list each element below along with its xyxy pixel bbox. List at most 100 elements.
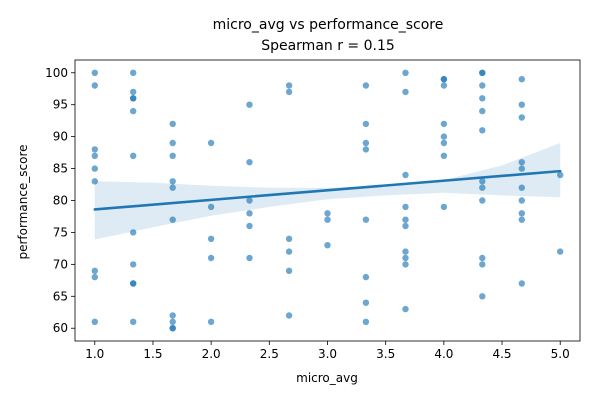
data-point <box>130 107 137 115</box>
data-point <box>402 69 409 77</box>
data-point <box>130 88 137 96</box>
data-point <box>91 318 99 325</box>
data-point <box>91 267 99 274</box>
data-point <box>91 152 99 159</box>
data-point <box>91 165 99 172</box>
data-point <box>402 254 409 262</box>
data-point <box>130 261 137 268</box>
data-point <box>479 178 486 185</box>
data-point <box>169 120 176 128</box>
data-point <box>479 127 486 134</box>
y-tick-label: 85 <box>53 162 68 176</box>
data-point <box>285 248 293 255</box>
data-point <box>285 267 293 274</box>
data-point <box>402 222 409 230</box>
data-point <box>479 95 486 102</box>
data-point <box>207 203 215 211</box>
data-point <box>518 76 525 83</box>
data-point <box>246 210 253 217</box>
x-tick-label: 2.0 <box>202 347 221 361</box>
data-point <box>246 254 253 262</box>
data-point <box>362 216 370 223</box>
data-point <box>169 325 176 332</box>
data-point <box>440 133 448 140</box>
x-tick-label: 2.5 <box>260 347 279 361</box>
data-point <box>246 101 253 108</box>
data-point <box>557 171 564 179</box>
x-tick-label: 1.0 <box>85 347 104 361</box>
data-point <box>518 101 525 108</box>
x-tick-label: 1.5 <box>143 347 162 361</box>
data-point <box>402 216 409 223</box>
y-tick-label: 80 <box>53 194 68 208</box>
data-point <box>518 165 525 172</box>
data-point <box>402 261 409 268</box>
data-point <box>246 159 253 166</box>
data-point <box>246 197 253 204</box>
y-tick-label: 90 <box>53 130 68 144</box>
regression-line <box>93 169 562 211</box>
data-point <box>91 146 99 153</box>
data-point <box>130 95 137 102</box>
data-point <box>130 318 137 325</box>
data-point <box>402 203 409 211</box>
data-point <box>440 152 448 159</box>
data-point <box>362 82 370 89</box>
data-point <box>285 82 293 89</box>
data-point <box>362 120 370 128</box>
data-point <box>402 248 409 255</box>
data-point <box>169 139 176 147</box>
data-point <box>91 178 99 185</box>
data-point <box>91 273 99 281</box>
data-point <box>246 222 253 230</box>
x-axis-ticks: 1.0 1.5 2.0 2.5 3.0 3.5 4.0 4.5 5.0 <box>85 341 570 361</box>
data-point <box>207 139 215 147</box>
chart-title: micro_avg vs performance_score <box>213 17 444 33</box>
data-point <box>362 146 370 153</box>
data-point <box>130 69 137 77</box>
data-point <box>207 318 215 325</box>
data-point <box>362 139 370 147</box>
data-point <box>479 69 486 77</box>
data-point <box>362 273 370 281</box>
data-point <box>518 184 525 191</box>
data-point <box>402 88 409 96</box>
data-point <box>518 114 525 121</box>
data-point <box>479 197 486 204</box>
x-axis-label: micro_avg <box>296 371 358 385</box>
data-point <box>479 261 486 268</box>
data-point <box>518 197 525 204</box>
y-tick-label: 75 <box>53 225 68 239</box>
data-point <box>130 280 137 287</box>
data-point <box>440 203 448 211</box>
data-point <box>169 184 176 191</box>
data-point <box>479 107 486 115</box>
data-point <box>362 299 370 306</box>
data-point <box>479 293 486 300</box>
x-tick-label: 4.5 <box>492 347 511 361</box>
y-tick-label: 70 <box>53 257 68 271</box>
data-point <box>362 318 370 325</box>
data-point <box>169 178 176 185</box>
x-tick-label: 3.0 <box>318 347 337 361</box>
data-point <box>130 152 137 159</box>
data-point <box>91 82 99 89</box>
data-point <box>518 216 525 223</box>
x-tick-label: 5.0 <box>551 347 570 361</box>
data-point <box>518 159 525 166</box>
regression-line-layer <box>93 169 562 211</box>
chart-subtitle: Spearman r = 0.15 <box>261 38 395 54</box>
data-point <box>479 254 486 262</box>
data-point <box>130 229 137 236</box>
data-point <box>91 69 99 77</box>
data-point <box>207 235 215 242</box>
data-point <box>324 242 331 249</box>
data-point <box>440 139 448 147</box>
data-point <box>402 171 409 179</box>
data-point <box>518 280 525 287</box>
data-point <box>440 82 448 89</box>
y-tick-label: 65 <box>53 289 68 303</box>
y-tick-label: 60 <box>53 321 68 335</box>
